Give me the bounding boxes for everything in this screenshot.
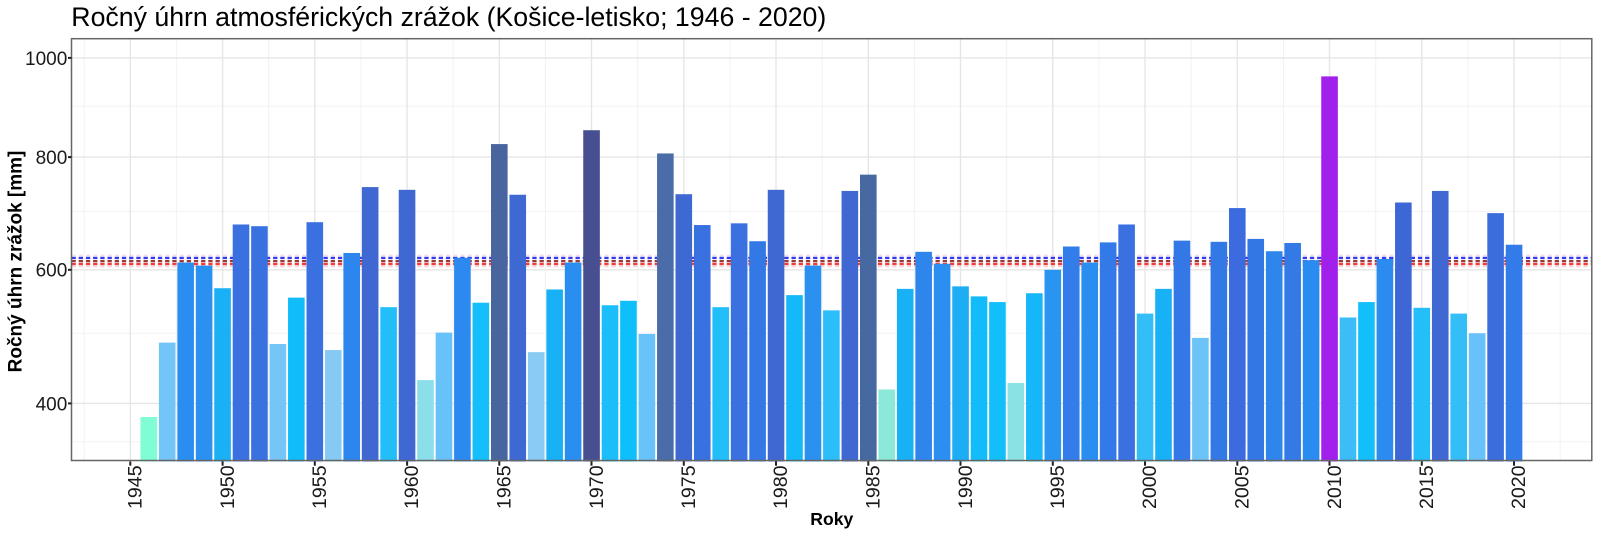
svg-text:1970: 1970: [586, 465, 608, 509]
svg-text:Ročný úhrn zrážok [mm]: Ročný úhrn zrážok [mm]: [6, 151, 27, 373]
svg-text:1995: 1995: [1047, 465, 1069, 509]
svg-text:1950: 1950: [217, 465, 239, 509]
svg-text:2020: 2020: [1508, 465, 1530, 509]
svg-text:2010: 2010: [1324, 465, 1346, 509]
svg-text:1960: 1960: [401, 465, 423, 509]
svg-text:1990: 1990: [955, 465, 977, 509]
svg-text:Roky: Roky: [810, 509, 853, 529]
svg-text:2015: 2015: [1416, 465, 1438, 509]
svg-text:1955: 1955: [309, 465, 331, 509]
svg-text:1980: 1980: [770, 465, 792, 509]
svg-text:400: 400: [36, 394, 68, 415]
svg-text:2005: 2005: [1232, 465, 1254, 509]
svg-text:1000: 1000: [25, 49, 67, 70]
svg-text:2000: 2000: [1139, 465, 1161, 509]
svg-text:1975: 1975: [678, 465, 700, 509]
svg-text:Ročný úhrn atmosférických zráž: Ročný úhrn atmosférických zrážok (Košice…: [71, 2, 826, 32]
svg-text:1985: 1985: [863, 465, 885, 509]
svg-text:1965: 1965: [494, 465, 516, 509]
svg-text:800: 800: [36, 148, 68, 169]
svg-text:1945: 1945: [125, 465, 147, 509]
svg-text:600: 600: [36, 261, 68, 282]
